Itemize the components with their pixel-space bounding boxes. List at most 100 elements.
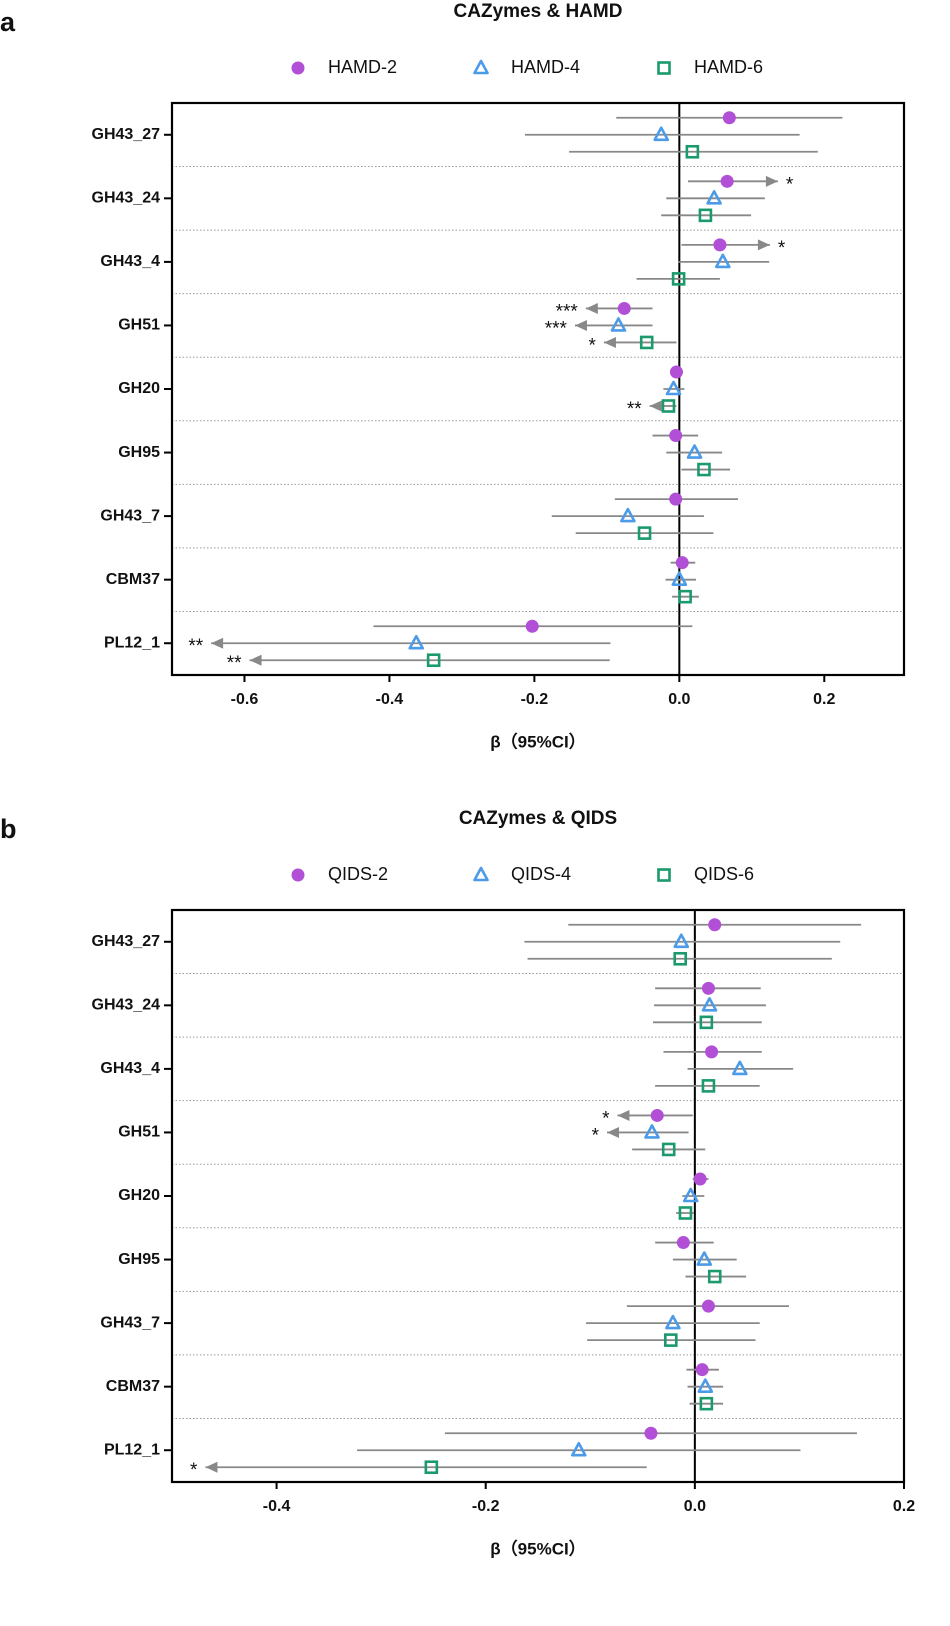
point <box>644 1124 660 1139</box>
legend-label: HAMD-4 <box>511 57 580 77</box>
ci-arrow <box>765 175 778 187</box>
y-tick-label: GH20 <box>118 380 160 397</box>
point <box>408 634 425 650</box>
point <box>678 1206 693 1220</box>
y-tick-label: GH95 <box>118 444 160 461</box>
point <box>669 492 683 506</box>
point <box>617 301 631 315</box>
significance: * <box>592 1125 600 1146</box>
x-tick-label: 0.2 <box>893 1498 915 1515</box>
significance: ** <box>627 399 642 420</box>
point <box>706 190 722 205</box>
point <box>665 380 682 396</box>
legend-label: HAMD-2 <box>328 57 397 77</box>
legend-label: HAMD-6 <box>694 57 763 77</box>
point <box>697 462 711 477</box>
ci-arrow <box>585 302 598 314</box>
point <box>701 981 715 995</box>
x-tick-label: -0.2 <box>521 691 549 708</box>
point <box>732 1060 748 1076</box>
ci-arrow <box>249 654 262 666</box>
point <box>673 933 690 949</box>
legend-label: QIDS-4 <box>511 864 571 884</box>
point <box>657 868 671 882</box>
point <box>673 951 688 966</box>
chart-title: CAZymes & HAMD <box>454 1 623 22</box>
legend-label: QIDS-6 <box>694 864 754 884</box>
point <box>426 653 441 668</box>
x-axis-label: β（95%CI） <box>490 731 585 751</box>
point <box>675 556 689 570</box>
point <box>713 238 727 252</box>
point <box>696 1251 713 1266</box>
x-tick-label: 0.0 <box>668 691 690 708</box>
legend-label: QIDS-2 <box>328 864 388 884</box>
point <box>695 1363 709 1377</box>
point <box>665 1314 681 1330</box>
point <box>671 571 688 586</box>
y-tick-label: GH43_24 <box>92 190 161 207</box>
significance: ** <box>188 636 203 657</box>
significance: * <box>190 1460 198 1481</box>
point <box>701 997 718 1012</box>
point <box>699 1396 714 1411</box>
point <box>620 507 636 523</box>
x-tick-label: -0.2 <box>472 1498 500 1515</box>
y-tick-label: PL12_1 <box>104 634 160 651</box>
point <box>637 526 652 540</box>
point <box>707 1269 722 1284</box>
y-tick-label: CBM37 <box>106 571 160 588</box>
y-tick-label: PL12_1 <box>104 1441 160 1458</box>
point <box>697 1378 714 1393</box>
point <box>708 918 722 932</box>
panel-label: b <box>0 814 17 844</box>
ci-arrow <box>757 239 770 251</box>
point <box>685 144 700 159</box>
plot-frame <box>170 908 906 1484</box>
point <box>653 126 670 142</box>
y-tick-label: GH20 <box>118 1187 160 1204</box>
significance: * <box>589 335 597 356</box>
significance: *** <box>545 318 568 339</box>
point <box>693 1172 707 1186</box>
y-tick-label: GH95 <box>118 1251 160 1268</box>
point <box>650 1108 664 1122</box>
significance: * <box>778 238 786 259</box>
significance: *** <box>556 301 579 322</box>
point <box>661 399 676 413</box>
ci-arrow <box>211 637 224 649</box>
x-tick-label: -0.4 <box>376 691 404 708</box>
y-tick-label: GH43_7 <box>100 507 160 524</box>
chart-title: CAZymes & QIDS <box>459 808 617 829</box>
point <box>661 1142 676 1157</box>
ci-arrow <box>649 400 662 412</box>
ci-arrow <box>205 1461 218 1473</box>
ci-arrow <box>617 1109 630 1121</box>
x-tick-label: 0.0 <box>684 1498 706 1515</box>
point <box>570 1441 587 1457</box>
point <box>644 1426 658 1440</box>
panel-label: a <box>0 7 16 37</box>
y-tick-label: GH43_27 <box>92 933 161 950</box>
y-tick-label: GH43_4 <box>100 253 160 270</box>
point <box>722 111 736 125</box>
point <box>676 1236 690 1250</box>
x-tick-label: -0.6 <box>231 691 259 708</box>
y-tick-label: GH51 <box>118 317 160 334</box>
y-tick-label: CBM37 <box>106 1378 160 1395</box>
point <box>291 868 305 882</box>
significance: * <box>602 1108 610 1129</box>
point <box>701 1079 716 1093</box>
point <box>669 429 683 443</box>
point <box>715 253 731 269</box>
plot-frame <box>170 101 906 677</box>
point <box>669 365 683 379</box>
significance: ** <box>227 653 242 674</box>
point <box>424 1460 439 1475</box>
point <box>678 589 692 604</box>
x-axis-label: β（95%CI） <box>490 1538 585 1558</box>
point <box>525 619 539 633</box>
y-tick-label: GH51 <box>118 1124 160 1141</box>
significance: * <box>786 174 794 195</box>
